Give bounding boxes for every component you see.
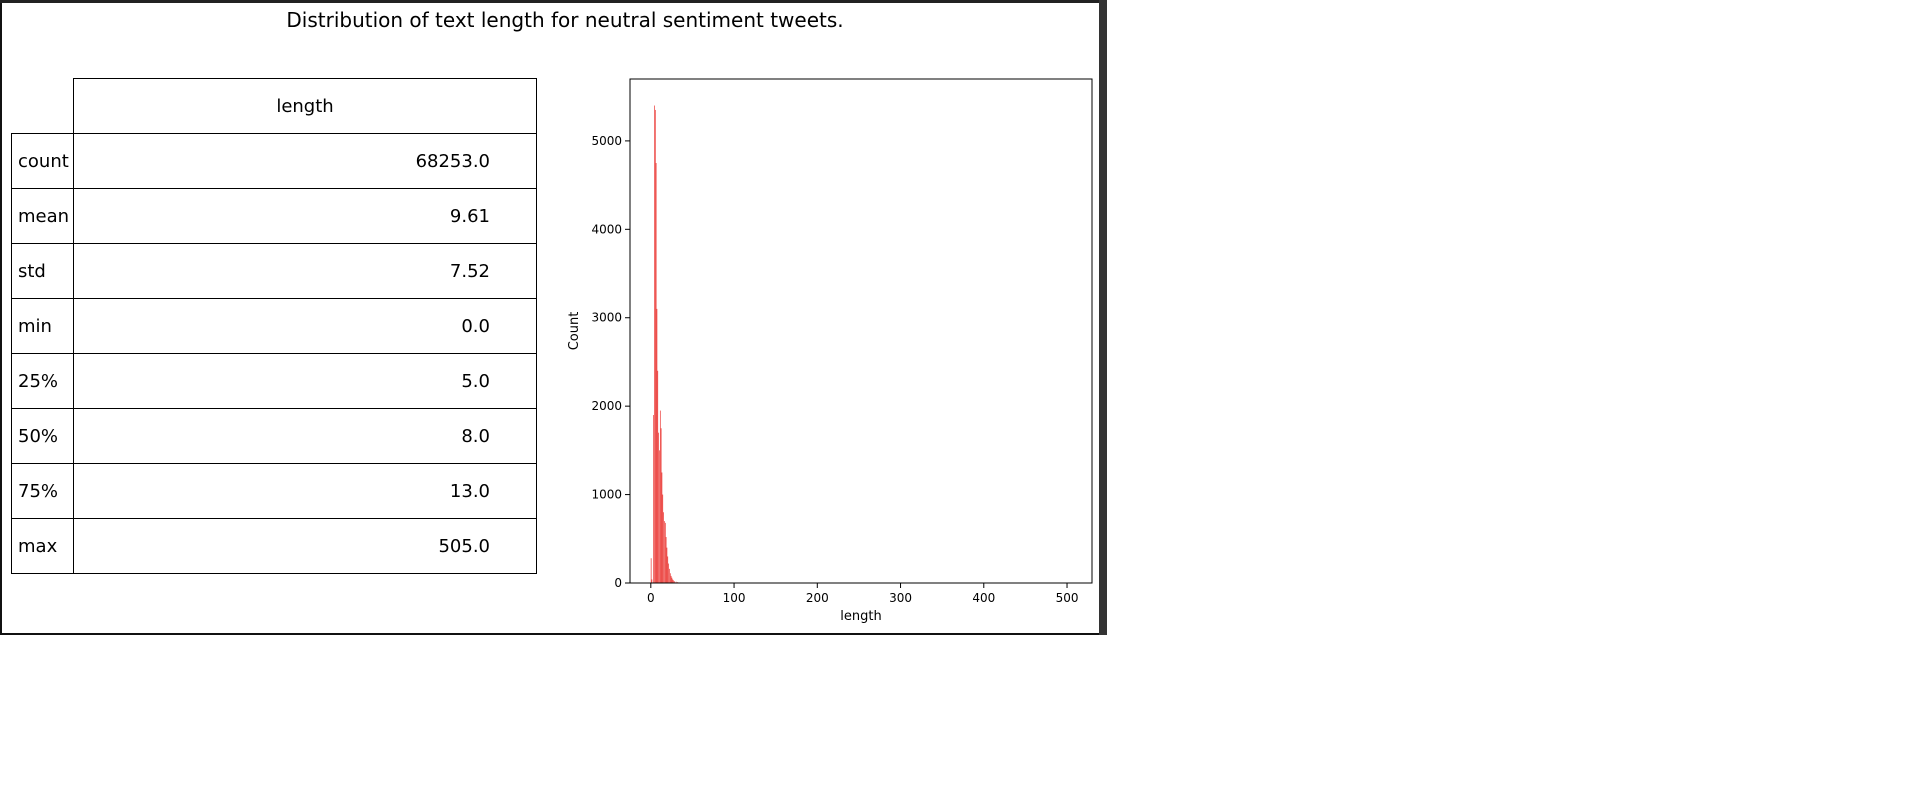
stats-row: std 7.52	[11, 243, 537, 299]
histogram-bar	[660, 428, 662, 583]
histogram-bar	[664, 522, 666, 583]
y-tick-label: 0	[614, 576, 622, 590]
stats-row: max 505.0	[11, 518, 537, 574]
histogram-bar	[658, 432, 659, 583]
histogram-bar	[669, 573, 671, 583]
x-tick-label: 100	[723, 591, 746, 605]
stats-row-value: 68253.0	[73, 133, 537, 189]
figure-top-strip	[0, 0, 1103, 3]
stats-row-value: 505.0	[73, 518, 537, 574]
y-tick-label: 1000	[591, 488, 622, 502]
x-tick-label: 0	[647, 591, 655, 605]
histogram-bar	[666, 547, 668, 583]
histogram-bar	[656, 308, 658, 583]
stats-table: length count 68253.0 mean 9.61 std 7.52 …	[11, 78, 537, 574]
x-axis-ticks: 0 100 200 300 400 500	[647, 583, 1078, 605]
y-tick-label: 3000	[591, 311, 622, 325]
histogram-bar	[672, 579, 674, 583]
histogram-bar	[650, 558, 652, 583]
histogram-bar	[673, 580, 674, 583]
histogram-bar	[663, 512, 664, 583]
stats-row-label: min	[11, 298, 74, 354]
histogram-bar	[669, 568, 670, 583]
histogram-bar	[661, 472, 663, 583]
stats-row-value: 7.52	[73, 243, 537, 299]
y-tick-label: 5000	[591, 134, 622, 148]
stats-row: 50% 8.0	[11, 408, 537, 464]
histogram-bar	[665, 537, 667, 583]
histogram-bar	[667, 556, 669, 583]
histogram-bar	[655, 163, 657, 583]
length-histogram: 0 100 200 300 400 500 0 1000 2000 3000 4000 5000 l…	[567, 78, 1093, 624]
histogram-bar	[671, 577, 673, 583]
stats-row-value: 5.0	[73, 353, 537, 409]
stats-corner-cell	[12, 79, 74, 134]
x-tick-label: 300	[889, 591, 912, 605]
stats-row-value: 8.0	[73, 408, 537, 464]
figure-title: Distribution of text length for neutral …	[286, 8, 844, 32]
stats-row: 75% 13.0	[11, 463, 537, 519]
histogram-bar	[670, 575, 672, 583]
histogram-bar	[657, 370, 659, 583]
histogram-bar	[675, 581, 677, 583]
y-tick-label: 4000	[591, 222, 622, 236]
y-tick-label: 2000	[591, 399, 622, 413]
stats-row-label: 75%	[11, 463, 74, 519]
x-axis-label: length	[840, 609, 881, 624]
stats-row-label: max	[11, 518, 74, 574]
stats-column-header: length	[73, 78, 537, 134]
stats-row-label: 50%	[11, 408, 74, 464]
histogram-bar	[651, 579, 653, 583]
histogram-bar	[664, 521, 665, 583]
histogram-bar	[659, 410, 661, 583]
histogram-bar	[662, 494, 664, 583]
y-axis-ticks: 0 1000 2000 3000 4000 5000	[591, 134, 630, 590]
stats-row-label: mean	[11, 188, 74, 244]
histogram-bar	[668, 563, 669, 583]
x-tick-label: 500	[1056, 591, 1079, 605]
histogram-bar	[654, 109, 656, 583]
stats-row: count 68253.0	[11, 133, 537, 189]
plot-area-frame	[629, 78, 1093, 584]
stats-row-value: 0.0	[73, 298, 537, 354]
stats-row: 25% 5.0	[11, 353, 537, 409]
histogram-bar	[653, 415, 654, 583]
x-tick-label: 400	[972, 591, 995, 605]
histogram-bar	[659, 450, 660, 583]
x-tick-label: 200	[806, 591, 829, 605]
histogram-bar	[674, 581, 675, 583]
stats-row-label: std	[11, 243, 74, 299]
stats-row: mean 9.61	[11, 188, 537, 244]
stats-row-label: count	[11, 133, 74, 189]
figure-right-edge	[1099, 0, 1107, 635]
histogram-bar	[654, 105, 655, 584]
stats-row-label: 25%	[11, 353, 74, 409]
stats-header-row: length	[12, 78, 537, 134]
y-axis-label: Count	[567, 312, 582, 351]
stats-row: min 0.0	[11, 298, 537, 354]
stats-row-value: 9.61	[73, 188, 537, 244]
histogram-bars	[650, 105, 694, 584]
stats-row-value: 13.0	[73, 463, 537, 519]
